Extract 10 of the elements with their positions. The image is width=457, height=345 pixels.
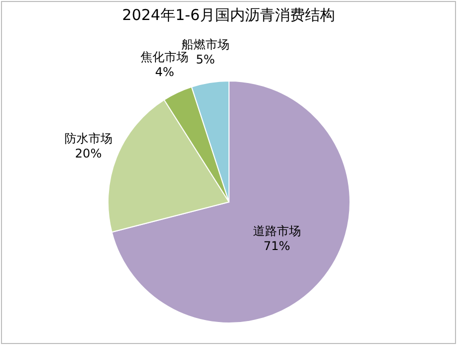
slice-label: 船燃市场 [181,38,230,52]
pie-slice [111,80,350,324]
data-label: 71% [263,239,290,254]
data-label: 4% [155,65,174,80]
chart-title: 2024年1-6月国内沥青消费结构 [122,6,335,24]
data-label: 5% [196,52,215,67]
slice-label: 焦化市场 [140,50,189,64]
slice-label: 道路市场 [252,224,301,238]
slice-label: 防水市场 [64,131,112,146]
data-label: 20% [75,146,102,160]
